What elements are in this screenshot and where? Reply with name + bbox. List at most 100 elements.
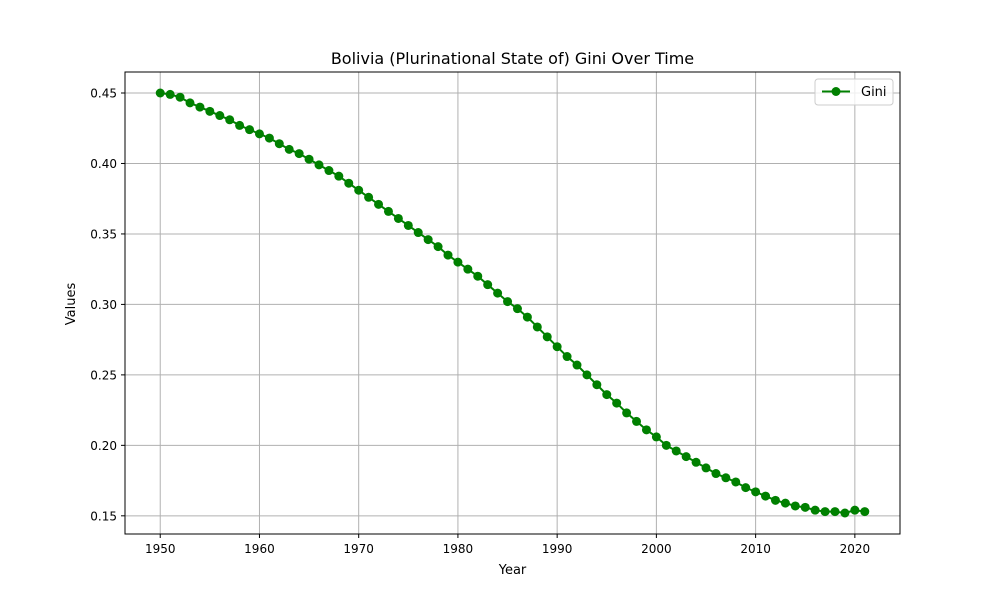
data-point <box>354 185 364 195</box>
data-point <box>503 297 513 307</box>
chart-title: Bolivia (Plurinational State of) Gini Ov… <box>331 49 694 68</box>
data-point <box>681 452 691 462</box>
data-point <box>185 98 195 108</box>
data-point <box>294 149 304 159</box>
data-point <box>622 408 632 418</box>
data-point <box>483 280 493 290</box>
data-point <box>274 139 284 149</box>
data-point <box>632 416 642 426</box>
data-point <box>155 88 165 98</box>
data-point <box>512 304 522 314</box>
data-point <box>671 446 681 456</box>
y-tick-label: 0.45 <box>90 87 117 101</box>
data-point <box>711 469 721 479</box>
data-point <box>582 370 592 380</box>
data-point <box>284 144 294 154</box>
data-point <box>403 220 413 230</box>
data-point <box>383 206 393 216</box>
y-tick-label: 0.35 <box>90 227 117 241</box>
data-point <box>165 89 175 99</box>
data-point <box>641 425 651 435</box>
y-tick-label: 0.40 <box>90 157 117 171</box>
data-point <box>701 463 711 473</box>
data-point <box>542 332 552 342</box>
y-tick-label: 0.15 <box>90 509 117 523</box>
data-point <box>225 115 235 125</box>
grid-lines <box>125 72 900 534</box>
data-point <box>800 502 810 512</box>
data-point <box>741 483 751 493</box>
data-point <box>731 477 741 487</box>
x-axis-label: Year <box>498 563 527 578</box>
y-tick-label: 0.30 <box>90 298 117 312</box>
x-tick-label: 2020 <box>840 542 871 556</box>
series-layer <box>155 88 870 518</box>
data-point <box>334 171 344 181</box>
plot-area <box>125 72 900 534</box>
data-point <box>840 508 850 518</box>
data-point <box>691 457 701 467</box>
data-point <box>592 380 602 390</box>
legend-marker-swatch <box>831 87 841 96</box>
legend-box <box>814 78 894 106</box>
data-point <box>562 352 572 362</box>
x-axis: 1950 1960 1970 1980 1990 2000 2010 2020 <box>145 534 870 556</box>
data-point <box>552 342 562 352</box>
data-point <box>770 495 780 505</box>
y-tick-label: 0.20 <box>90 439 117 453</box>
data-point <box>572 360 582 370</box>
data-point <box>661 440 671 450</box>
data-point <box>443 250 453 260</box>
data-point <box>314 160 324 170</box>
data-point <box>264 133 274 143</box>
data-point <box>433 242 443 252</box>
data-point <box>245 125 255 135</box>
data-point <box>324 166 334 176</box>
x-tick-label: 1990 <box>542 542 573 556</box>
legend: Gini <box>814 78 894 106</box>
data-point <box>493 288 503 298</box>
data-point <box>751 487 761 497</box>
x-tick-label: 1950 <box>145 542 176 556</box>
data-point <box>810 505 820 515</box>
data-point <box>205 106 215 116</box>
data-point <box>850 505 860 515</box>
data-point <box>790 501 800 511</box>
data-point <box>195 102 205 112</box>
y-axis-label: Values <box>64 283 79 326</box>
data-point <box>393 213 403 223</box>
data-point <box>423 235 433 245</box>
data-point <box>602 390 612 400</box>
data-point <box>860 507 870 517</box>
x-tick-label: 2000 <box>641 542 672 556</box>
data-point <box>532 322 542 332</box>
data-point <box>463 264 473 274</box>
data-point <box>522 312 532 322</box>
x-tick-label: 1980 <box>443 542 474 556</box>
data-point <box>254 129 264 139</box>
data-point <box>830 507 840 517</box>
data-point <box>612 398 622 408</box>
data-point <box>304 154 314 164</box>
data-point <box>344 178 354 188</box>
y-axis: 0.15 0.20 0.25 0.30 0.35 0.40 0.45 <box>90 87 125 523</box>
data-point <box>820 507 830 517</box>
data-point <box>761 491 771 501</box>
x-tick-label: 2010 <box>740 542 771 556</box>
y-tick-label: 0.25 <box>90 368 117 382</box>
x-tick-label: 1970 <box>343 542 374 556</box>
data-point <box>364 192 374 202</box>
data-point <box>651 432 661 442</box>
legend-label-gini: Gini <box>861 85 887 100</box>
data-point <box>215 111 225 121</box>
data-point <box>374 199 384 209</box>
data-point <box>235 120 245 130</box>
data-point <box>721 473 731 483</box>
data-point <box>175 92 185 102</box>
data-point <box>453 257 463 267</box>
plot-frame <box>124 71 901 535</box>
x-tick-label: 1960 <box>244 542 275 556</box>
data-point <box>473 271 483 281</box>
